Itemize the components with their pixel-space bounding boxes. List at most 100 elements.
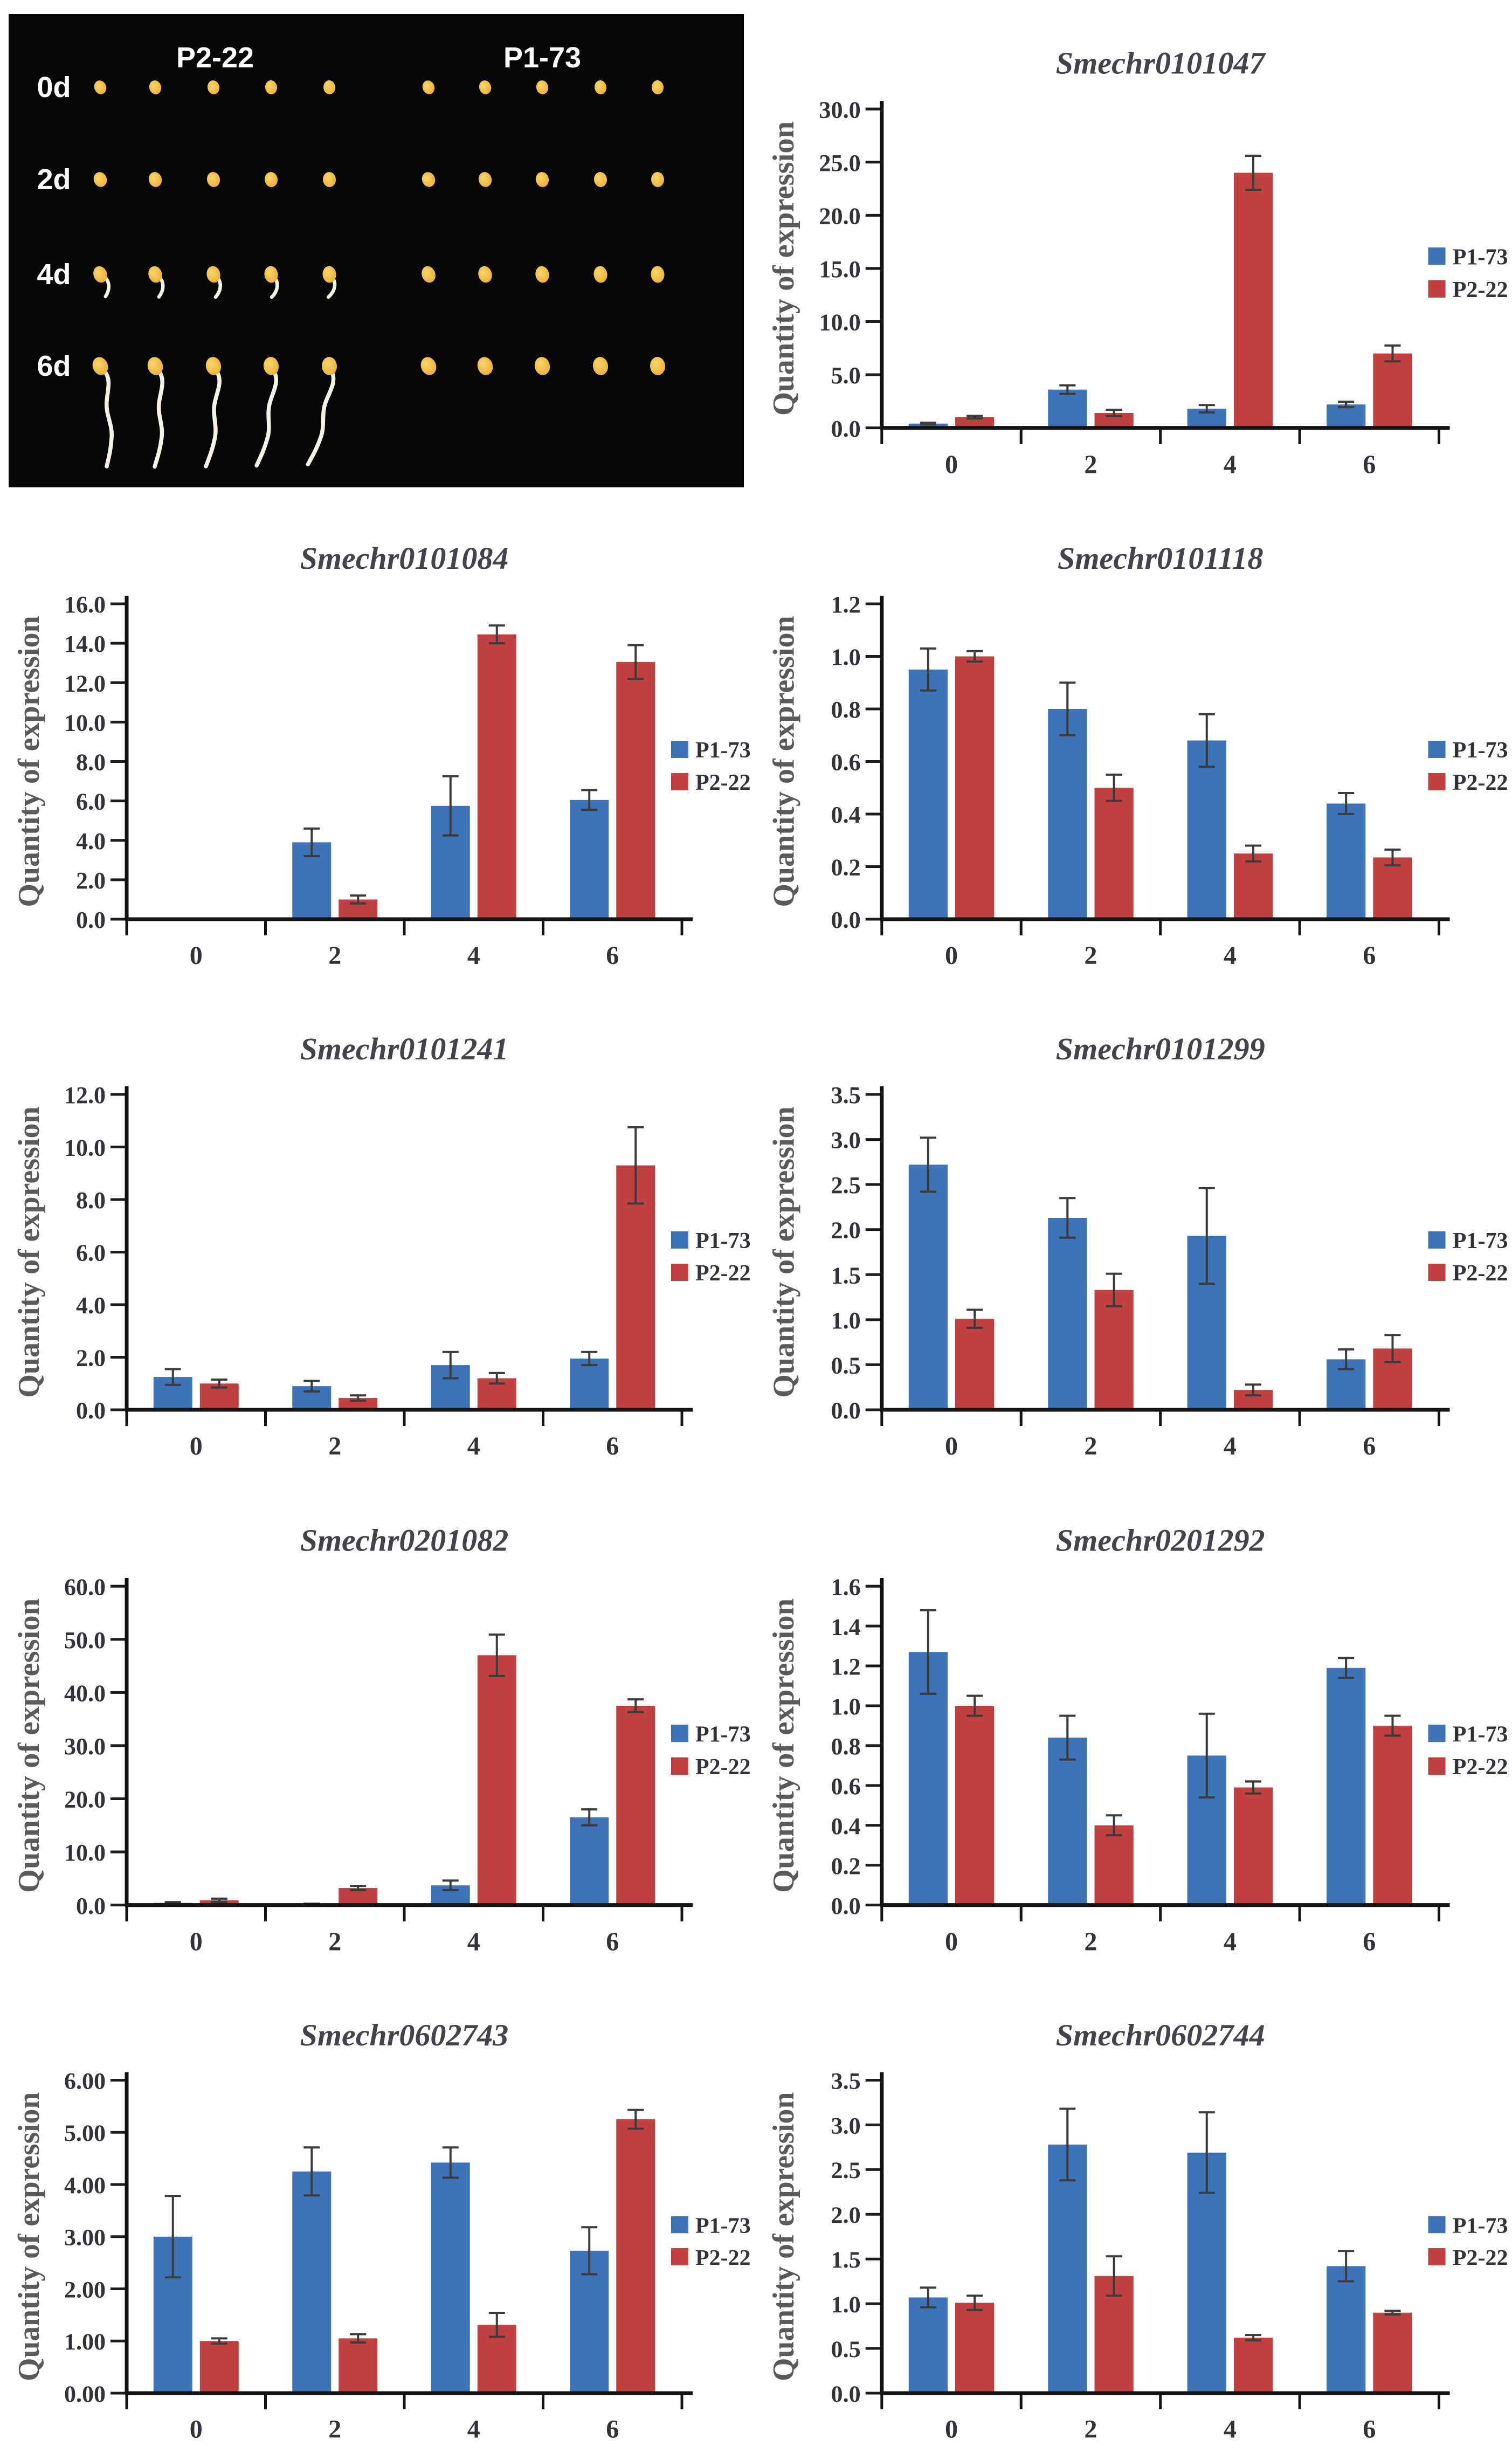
seed-p2-22-4d	[264, 266, 279, 299]
seed-p1-73-0d	[594, 80, 607, 94]
seed	[93, 266, 107, 283]
y-tick-label: 4.0	[76, 828, 106, 855]
seed	[147, 357, 163, 375]
x-tick-label: 2	[1084, 1927, 1097, 1956]
bar-P2-22-day6	[616, 1165, 655, 1410]
seed-p1-73-6d	[477, 357, 493, 375]
legend-label-P1-73: P1-73	[695, 1721, 751, 1747]
seed-p1-73-6d	[592, 357, 609, 375]
bars	[908, 1609, 1412, 1905]
seed	[206, 266, 220, 283]
seed-p1-73-2d	[651, 172, 665, 187]
seed	[651, 172, 665, 187]
x-tick-label: 0	[190, 1927, 203, 1956]
seed-p1-73-4d	[535, 266, 549, 283]
bar-P1-73-day2	[1048, 389, 1087, 428]
legend-swatch-P2-22	[1428, 773, 1446, 790]
bar-chart-svg: Smechr0201292 Quantity of expression 0.0 0.…	[767, 1522, 1508, 1956]
root	[153, 369, 164, 469]
legend-label-P2-22: P2-22	[1453, 277, 1508, 302]
legend-swatch-P1-73	[1428, 2216, 1446, 2234]
y-tick-label: 12.0	[64, 1082, 106, 1108]
legend-label-P1-73: P1-73	[1453, 1721, 1508, 1747]
x-tick-label: 0	[945, 941, 958, 970]
y-tick-label: 0.8	[831, 1733, 861, 1760]
bar-P1-73-day6	[1327, 1667, 1366, 1905]
y-tick-label: 8.0	[76, 1187, 106, 1214]
legend-swatch-P1-73	[1428, 741, 1446, 758]
bar-P2-22-day4	[1233, 2338, 1273, 2393]
y-tick-label: 0.6	[831, 1773, 861, 1800]
seed	[592, 357, 609, 375]
seed	[92, 357, 108, 375]
y-tick-label: 1.2	[831, 1653, 861, 1680]
seed-p2-22-6d	[92, 357, 114, 468]
seed	[535, 172, 549, 187]
x-tick-label: 0	[190, 2415, 203, 2443]
x-tick-label: 0	[945, 1432, 958, 1460]
chart-smechr0101047: Smechr0101047 Quantity of expression 0.0 5.…	[755, 0, 1512, 496]
seed	[265, 80, 278, 94]
seed	[479, 80, 492, 94]
x-tick-label: 4	[467, 1927, 480, 1956]
bar-P1-73-day2	[1048, 1217, 1087, 1410]
x-tick-label: 6	[1363, 450, 1376, 479]
bar-P2-22-day0	[955, 1319, 995, 1410]
chart-smechr0101241: Smechr0101241 Quantity of expression 0.0 2.…	[0, 987, 755, 1477]
legend-label-P2-22: P2-22	[695, 770, 751, 795]
y-tick-label: 1.2	[831, 591, 861, 618]
chart-title: Smechr0101299	[1056, 1031, 1265, 1066]
y-tick-label: 2.5	[831, 2158, 861, 2183]
y-tick-label: 5.0	[831, 362, 861, 389]
legend-swatch-P1-73	[1428, 247, 1446, 265]
bar-P2-22-day0	[955, 2303, 995, 2393]
legend-swatch-P1-73	[1428, 1724, 1446, 1742]
x-tick-label: 6	[1363, 941, 1376, 970]
legend-swatch-P2-22	[1428, 2248, 1446, 2265]
group-label-p1-73: P1-73	[503, 42, 581, 74]
x-tick-label: 6	[606, 941, 619, 970]
seed	[422, 172, 436, 187]
bar-P2-22-day4	[477, 634, 516, 919]
bar-P1-73-day6	[1327, 803, 1366, 919]
bar-P1-73-day6	[570, 1358, 609, 1410]
x-tick-label: 4	[1224, 450, 1237, 479]
row-label-2d: 2d	[37, 163, 71, 196]
seed-p2-22-2d	[322, 172, 336, 187]
y-tick-label: 10.0	[64, 1135, 106, 1161]
y-tick-label: 2.5	[831, 1172, 861, 1198]
bar-P1-73-day0	[908, 2297, 948, 2393]
bar-P2-22-day6	[616, 1705, 655, 1905]
legend-label-P1-73: P1-73	[1453, 738, 1508, 763]
y-axis-title: Quantity of expression	[12, 1598, 46, 1893]
x-tick-label: 2	[1084, 450, 1097, 479]
y-tick-label: 1.00	[64, 2329, 106, 2355]
root	[204, 369, 222, 468]
seed	[206, 172, 220, 187]
seed-p1-73-4d	[593, 266, 607, 283]
seed	[651, 266, 665, 283]
seed-p1-73-2d	[593, 172, 607, 187]
bar-chart-svg: Smechr0602744 Quantity of expression 0.0 0.…	[767, 2017, 1508, 2443]
y-tick-label: 3.0	[831, 2113, 861, 2139]
legend-swatch-P1-73	[671, 1724, 688, 1742]
legend-label-P2-22: P2-22	[695, 2245, 751, 2270]
seed-p1-73-4d	[651, 266, 665, 283]
bar-P2-22-day6	[616, 661, 655, 919]
chart-title: Smechr0101084	[300, 541, 509, 576]
seed	[534, 357, 550, 375]
y-tick-label: 5.00	[64, 2120, 106, 2146]
seed-p2-22-0d	[149, 80, 162, 94]
x-tick-label: 0	[190, 941, 203, 970]
bar-P2-22-day2	[1094, 1825, 1134, 1905]
seed	[420, 357, 437, 375]
seed-p1-73-4d	[422, 266, 436, 283]
seed-p2-22-6d	[254, 357, 279, 468]
root	[254, 369, 278, 468]
y-tick-label: 2.0	[76, 1345, 106, 1372]
bars	[153, 1126, 655, 1410]
legend-swatch-P2-22	[671, 773, 688, 790]
seed	[594, 80, 607, 94]
seed	[651, 80, 664, 94]
legend-label-P1-73: P1-73	[695, 1229, 751, 1253]
